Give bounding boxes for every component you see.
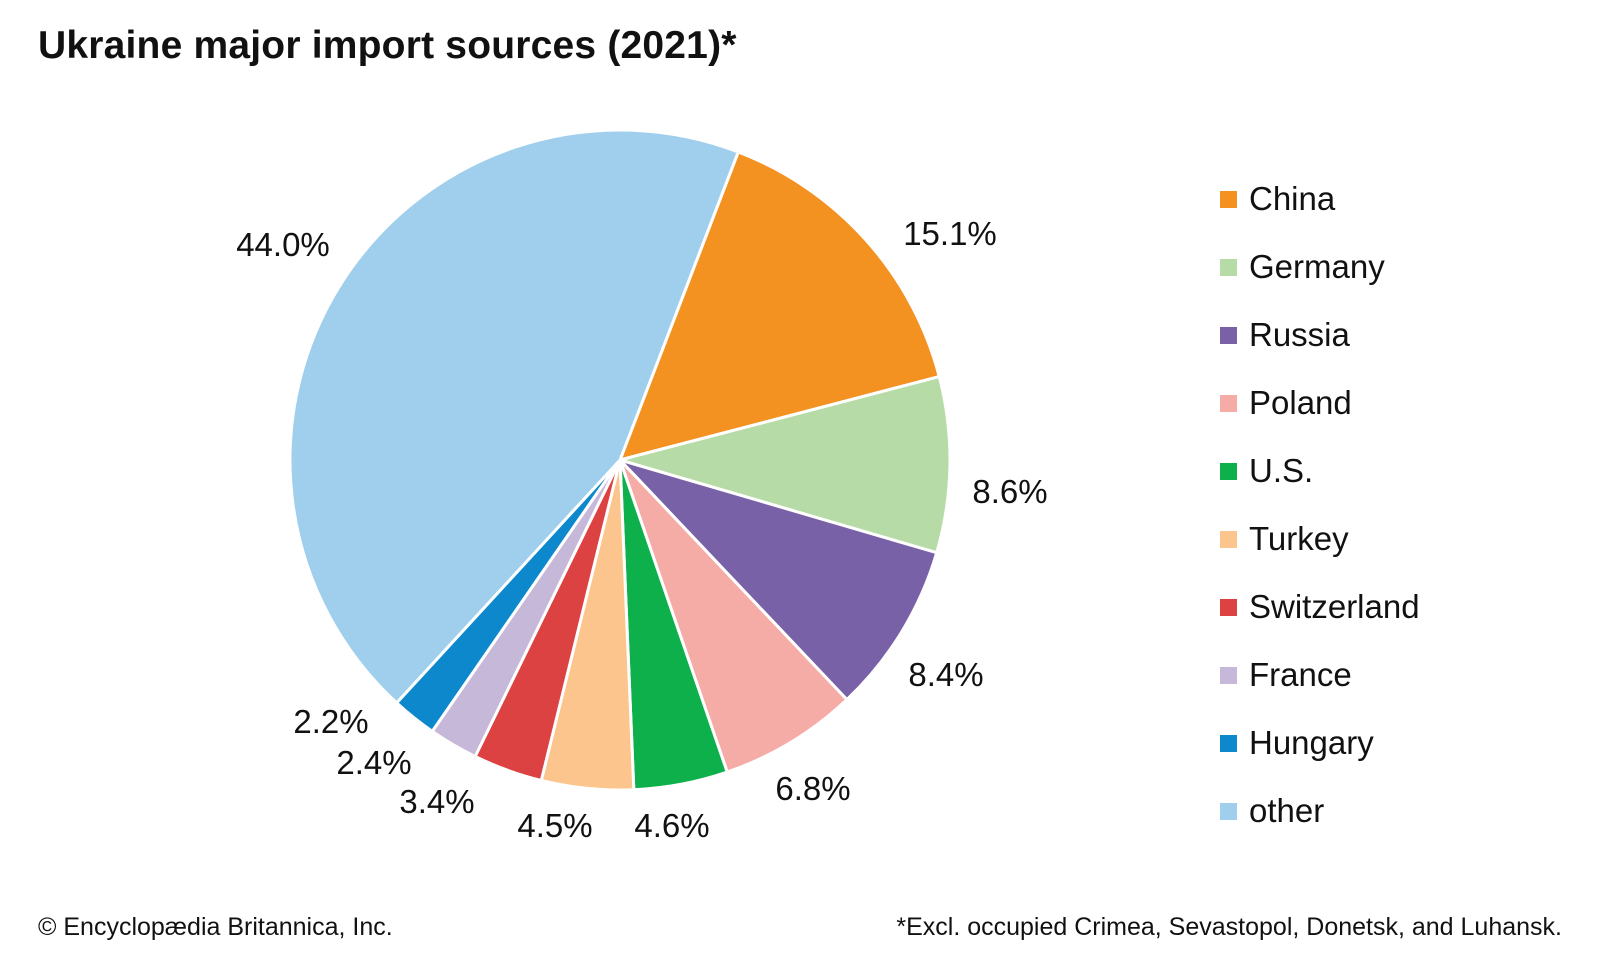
legend-label: Poland [1249,384,1352,421]
data-label-switzerland: 3.4% [399,783,474,820]
legend-swatch [1220,666,1237,684]
legend-item-russia: Russia [1220,301,1420,369]
legend-swatch [1220,394,1237,412]
legend-item-france: France [1220,641,1420,709]
legend-item-u-s: U.S. [1220,437,1420,505]
pie-slice-china [618,150,941,462]
legend-label: other [1249,792,1325,829]
legend-label: China [1249,180,1336,217]
pie-slice-other [288,128,740,705]
legend-item-germany: Germany [1220,233,1420,301]
legend-label: Turkey [1249,520,1349,557]
data-label-france: 2.4% [336,744,411,781]
legend-label: Germany [1249,248,1385,285]
legend-item-switzerland: Switzerland [1220,573,1420,641]
legend-item-hungary: Hungary [1220,709,1420,777]
data-label-turkey: 4.5% [517,807,592,844]
footnote: *Excl. occupied Crimea, Sevastopol, Done… [896,913,1562,941]
legend-label: Hungary [1249,724,1374,761]
legend-item-poland: Poland [1220,369,1420,437]
pie-slice-russia [618,458,939,702]
data-label-russia: 8.4% [908,656,983,693]
data-label-poland: 6.8% [775,770,850,807]
legend-swatch [1220,530,1237,548]
legend-label: Switzerland [1249,588,1420,625]
legend-item-other: other [1220,777,1420,845]
data-label-other: 44.0% [236,226,330,263]
data-label-germany: 8.6% [972,473,1047,510]
legend-label: Russia [1249,316,1350,353]
legend-label: France [1249,656,1352,693]
legend-label: U.S. [1249,452,1314,489]
legend-swatch [1220,258,1237,276]
data-label-china: 15.1% [903,215,997,252]
legend-swatch [1220,734,1237,752]
legend-swatch [1220,326,1237,344]
pie-slice-germany [618,375,952,555]
legend-swatch [1220,462,1237,480]
legend-item-china: China [1220,165,1420,233]
legend-item-turkey: Turkey [1220,505,1420,573]
pie-slice-poland [618,458,849,774]
legend-swatch [1220,190,1237,208]
legend-swatch [1220,598,1237,616]
data-label-u-s: 4.6% [634,807,709,844]
copyright-notice: © Encyclopædia Britannica, Inc. [38,913,393,941]
data-label-hungary: 2.2% [293,703,368,740]
chart-legend: China Germany Russia Poland U.S. Turkey Switze… [1220,165,1420,845]
chart-title: Ukraine major import sources (2021)* [38,24,737,67]
legend-swatch [1220,802,1237,820]
